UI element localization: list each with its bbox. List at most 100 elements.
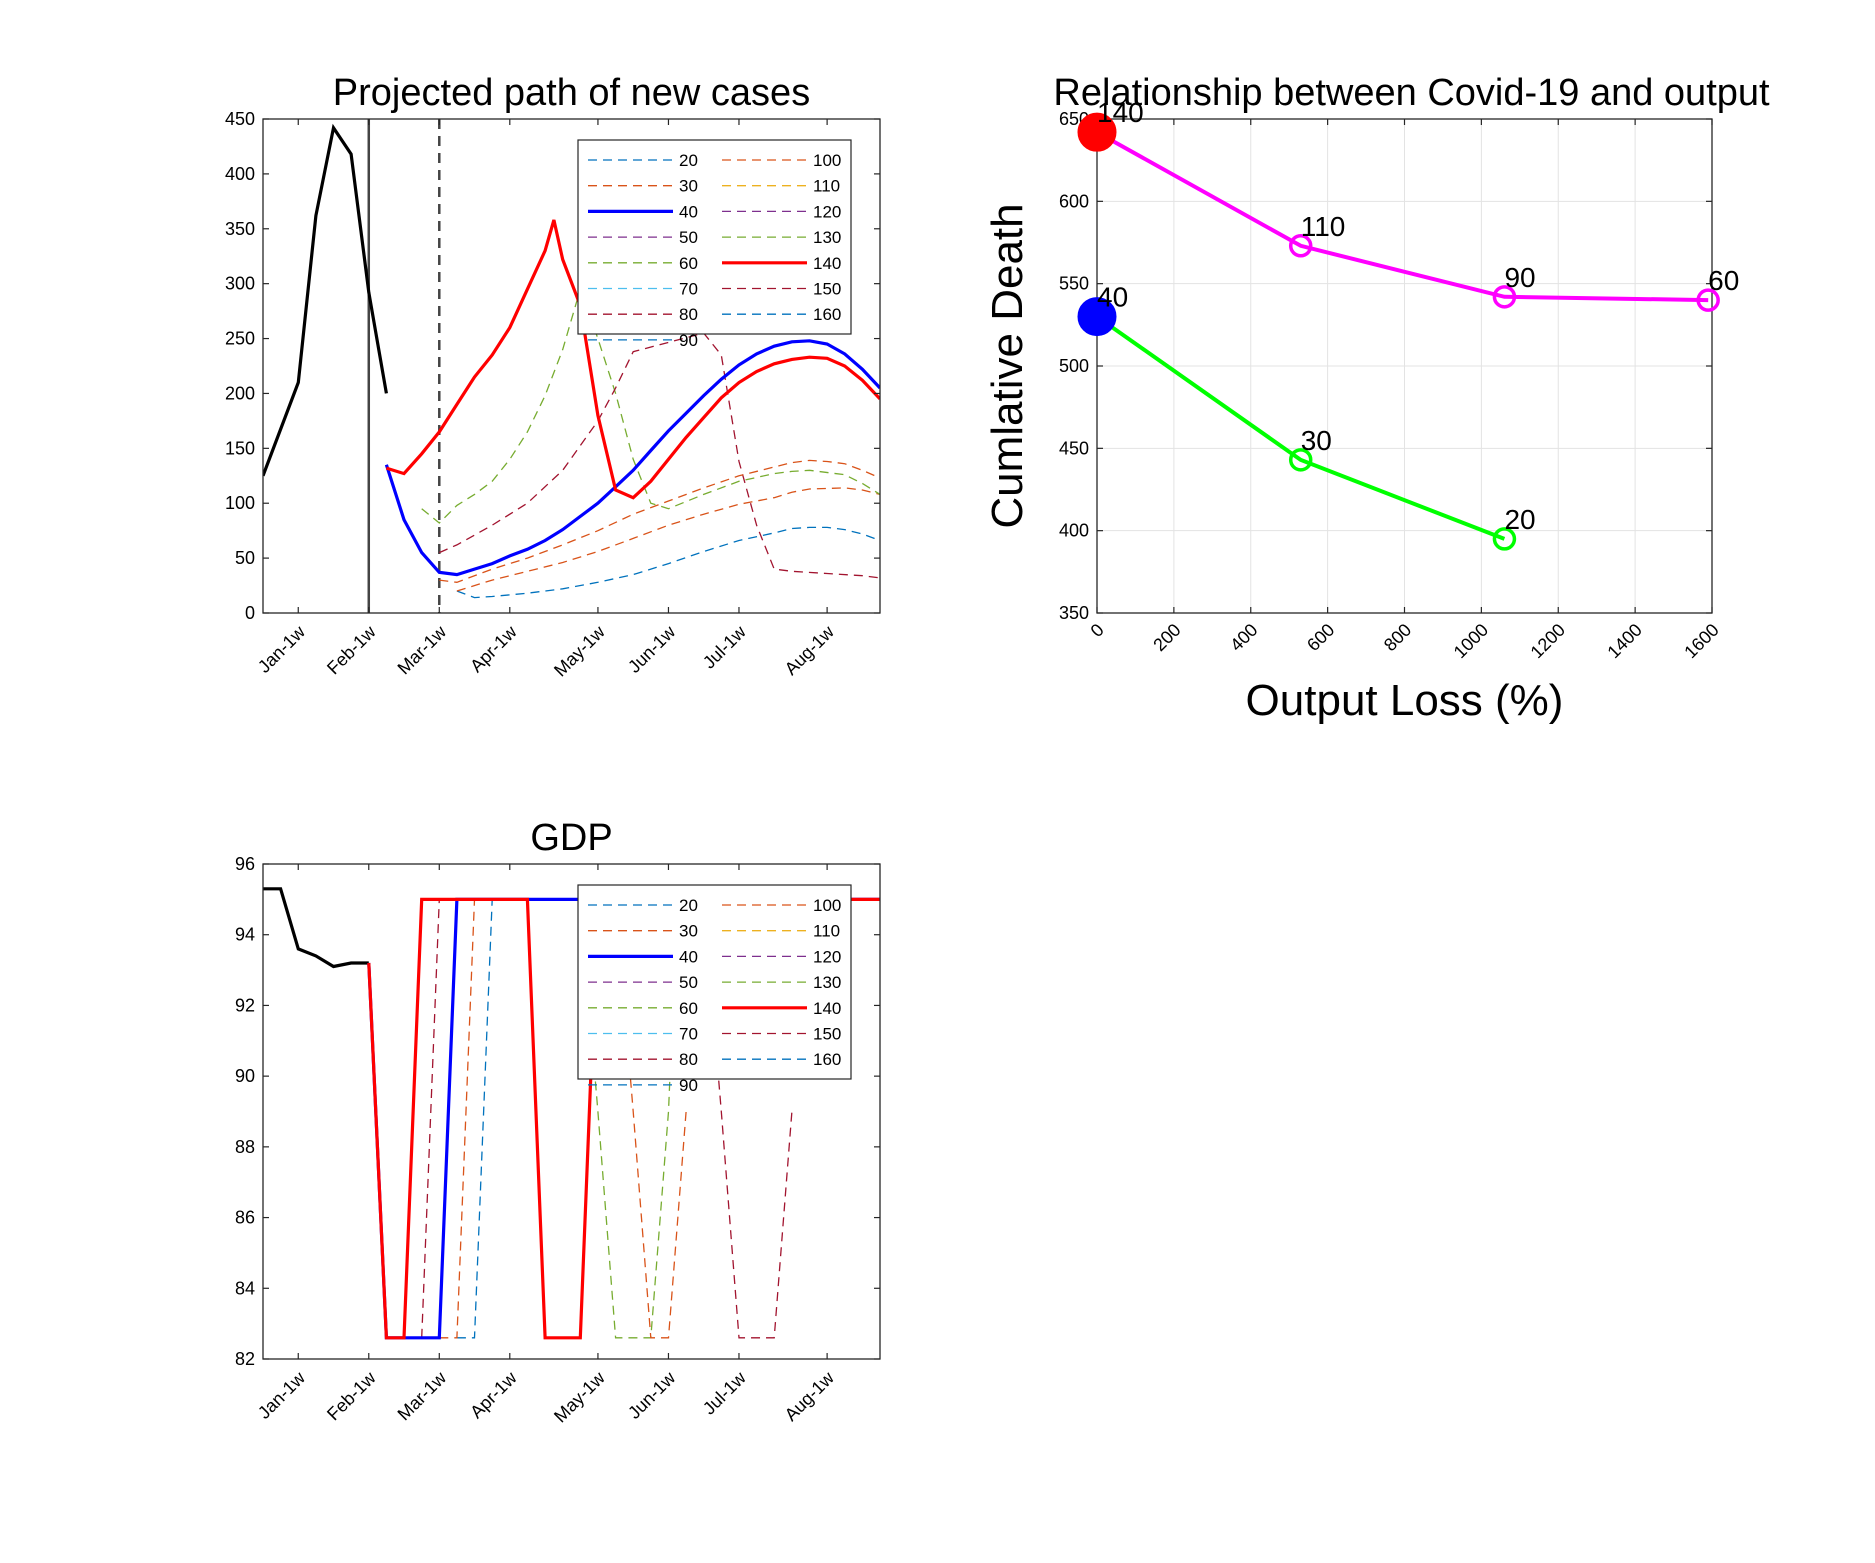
x-tick-label: 400 bbox=[1226, 620, 1261, 655]
legend-label: 90 bbox=[679, 331, 698, 350]
y-tick-label: 50 bbox=[235, 548, 255, 568]
legend-label: 80 bbox=[679, 1050, 698, 1069]
highlight-point bbox=[1077, 297, 1117, 337]
y-tick-label: 100 bbox=[225, 493, 255, 513]
legend-label: 140 bbox=[813, 254, 841, 273]
legend-label: 40 bbox=[679, 202, 698, 221]
y-tick-label: 150 bbox=[225, 438, 255, 458]
y-axis-label: Cumlative Death bbox=[983, 203, 1032, 528]
x-tick-label: Mar-1w bbox=[394, 621, 451, 678]
legend-label: 140 bbox=[813, 999, 841, 1018]
chart-title: GDP bbox=[530, 817, 612, 859]
y-tick-label: 82 bbox=[235, 1349, 255, 1369]
legend-label: 160 bbox=[813, 305, 841, 324]
legend-label: 130 bbox=[813, 973, 841, 992]
series-group bbox=[263, 119, 880, 613]
x-tick-label: Feb-1w bbox=[323, 621, 380, 678]
legend: 20 100 30 110 40 120 50 130 60 140 70 150 80 160 90 bbox=[577, 884, 852, 1095]
legend-label: 30 bbox=[679, 922, 698, 941]
legend-label: 70 bbox=[679, 1025, 698, 1044]
x-tick-label: Jan-1w bbox=[254, 621, 310, 677]
y-tick-label: 350 bbox=[225, 219, 255, 239]
x-tick-label: 1400 bbox=[1603, 620, 1645, 662]
x-tick-label: Jul-1w bbox=[699, 621, 751, 673]
data-point-label: 40 bbox=[1097, 282, 1128, 313]
legend-label: 90 bbox=[679, 1076, 698, 1095]
y-tick-label: 500 bbox=[1059, 356, 1089, 376]
series-line-40 bbox=[384, 339, 880, 577]
series-line-30 bbox=[456, 487, 880, 592]
legend-label: 120 bbox=[813, 947, 841, 966]
legend-label: 60 bbox=[679, 254, 698, 273]
data-point-label: 90 bbox=[1504, 262, 1535, 293]
y-tick-label: 400 bbox=[1059, 521, 1089, 541]
x-tick-label: May-1w bbox=[550, 621, 609, 680]
data-point-label: 20 bbox=[1504, 504, 1535, 535]
legend-label: 40 bbox=[679, 947, 698, 966]
x-tick-label: 1200 bbox=[1527, 620, 1569, 662]
x-tick-label: Feb-1w bbox=[323, 1367, 380, 1424]
legend-label: 100 bbox=[813, 896, 841, 915]
x-tick-label: Jul-1w bbox=[699, 1367, 751, 1419]
y-tick-label: 0 bbox=[245, 603, 255, 623]
y-tick-label: 94 bbox=[235, 925, 255, 945]
x-tick-label: 800 bbox=[1380, 620, 1415, 655]
legend-label: 60 bbox=[679, 999, 698, 1018]
y-tick-label: 92 bbox=[235, 995, 255, 1015]
legend-label: 160 bbox=[813, 1050, 841, 1069]
legend-label: 30 bbox=[679, 177, 698, 196]
panel-projected-new-cases: Projected path of new cases 0 50 100 150 200 2… bbox=[225, 72, 881, 680]
y-tick-label: 250 bbox=[225, 329, 255, 349]
legend-label: 100 bbox=[813, 151, 841, 170]
legend-label: 110 bbox=[813, 922, 840, 941]
x-axis-label: Output Loss (%) bbox=[1246, 676, 1564, 725]
legend-label: 20 bbox=[679, 151, 698, 170]
series-line bbox=[1095, 314, 1506, 541]
y-tick-label: 400 bbox=[225, 164, 255, 184]
chart-title: Relationship between Covid-19 and output bbox=[1053, 72, 1770, 114]
x-tick-label: Apr-1w bbox=[466, 1367, 521, 1422]
x-tick-label: May-1w bbox=[550, 1367, 609, 1426]
x-tick-label: 1000 bbox=[1450, 620, 1492, 662]
x-tick-label: 0 bbox=[1087, 620, 1108, 641]
data-point-label: 60 bbox=[1708, 265, 1739, 296]
data-point-label: 140 bbox=[1097, 97, 1144, 128]
panel-gdp: GDP 82 84 86 88 90 92 94 96 Jan-1w Feb-1w Mar-1w Apr… bbox=[235, 817, 881, 1426]
y-tick-label: 84 bbox=[235, 1278, 255, 1298]
y-tick-label: 450 bbox=[1059, 438, 1089, 458]
y-tick-label: 90 bbox=[235, 1066, 255, 1086]
data-point-marker bbox=[1288, 448, 1313, 472]
series-line-20 bbox=[456, 526, 880, 599]
x-tick-label: Apr-1w bbox=[466, 621, 521, 676]
legend-label: 20 bbox=[679, 896, 698, 915]
series-line-60 bbox=[421, 287, 880, 524]
y-tick-label: 300 bbox=[225, 274, 255, 294]
legend-label: 150 bbox=[813, 1025, 841, 1044]
axes-box bbox=[262, 863, 881, 1360]
data-point-marker bbox=[1492, 285, 1517, 309]
chart-title: Projected path of new cases bbox=[333, 72, 810, 114]
x-tick-label: 1600 bbox=[1680, 620, 1722, 662]
legend-label: 110 bbox=[813, 177, 840, 196]
legend-label: 150 bbox=[813, 280, 841, 299]
series-line-100 bbox=[439, 459, 880, 583]
y-tick-label: 200 bbox=[225, 383, 255, 403]
legend: 20 100 30 110 40 120 50 130 60 140 70 150 80 160 90 bbox=[577, 139, 852, 350]
y-tick-label: 88 bbox=[235, 1137, 255, 1157]
series-line bbox=[1096, 130, 1709, 303]
history-line bbox=[263, 123, 388, 477]
legend-label: 130 bbox=[813, 228, 841, 247]
x-tick-label: Jun-1w bbox=[624, 621, 680, 677]
y-tick-label: 600 bbox=[1059, 191, 1089, 211]
legend-label: 50 bbox=[679, 228, 698, 247]
data-point-label: 110 bbox=[1301, 211, 1346, 242]
y-tick-label: 450 bbox=[225, 109, 255, 129]
y-tick-label: 350 bbox=[1059, 603, 1089, 623]
legend-label: 50 bbox=[679, 973, 698, 992]
series-line-140 bbox=[385, 219, 880, 500]
history-line bbox=[263, 887, 369, 969]
axes-box bbox=[262, 118, 881, 614]
y-tick-label: 550 bbox=[1059, 274, 1089, 294]
